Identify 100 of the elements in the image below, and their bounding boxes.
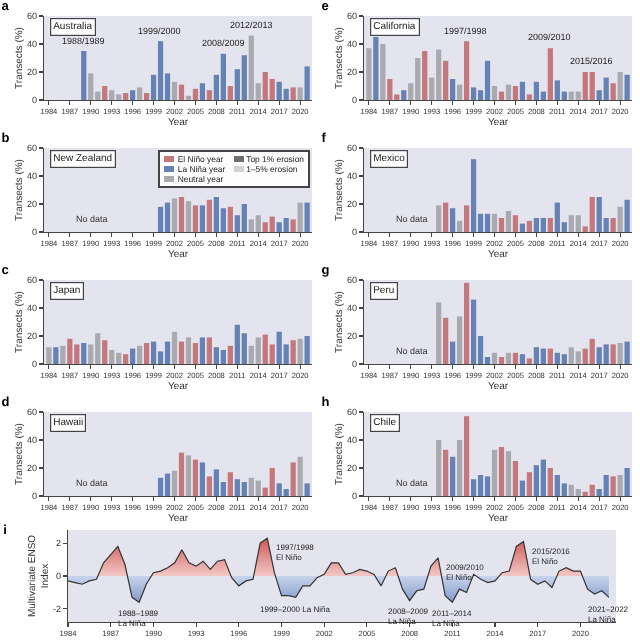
bar	[227, 86, 233, 100]
bar	[171, 198, 178, 232]
bar	[137, 87, 143, 100]
bar	[505, 211, 512, 232]
bar	[463, 205, 470, 232]
bar	[582, 72, 588, 100]
bar	[624, 199, 630, 232]
bar	[450, 341, 456, 364]
bar	[241, 333, 247, 364]
bar	[255, 480, 261, 496]
bar	[512, 86, 519, 100]
bar	[603, 344, 609, 364]
bar	[533, 465, 539, 496]
bar	[46, 347, 52, 364]
bar	[276, 222, 282, 232]
bar	[171, 470, 178, 496]
bar	[589, 197, 595, 232]
bar	[526, 472, 533, 496]
bar	[373, 37, 379, 100]
bar	[304, 483, 310, 496]
bar	[60, 345, 66, 364]
bar	[81, 343, 87, 364]
bar	[575, 489, 581, 496]
bar	[617, 343, 623, 364]
bar	[624, 74, 630, 100]
bar	[276, 483, 282, 496]
bar	[596, 197, 602, 232]
bar	[498, 91, 505, 100]
bar	[241, 204, 247, 232]
bar	[457, 220, 463, 232]
bar	[220, 53, 226, 100]
bar	[109, 90, 115, 100]
bar	[206, 90, 213, 100]
bar	[617, 475, 623, 496]
bar	[241, 482, 247, 496]
bar	[213, 347, 219, 364]
bar	[276, 81, 282, 100]
bar	[568, 91, 574, 100]
bar	[589, 484, 595, 496]
bar	[123, 354, 129, 364]
bar	[443, 60, 449, 100]
bar	[206, 199, 213, 232]
bar	[554, 352, 560, 364]
bar	[157, 206, 164, 232]
bar	[199, 337, 206, 364]
bar	[540, 348, 546, 364]
bar	[526, 358, 533, 364]
bar	[554, 475, 560, 496]
bar	[443, 202, 449, 232]
bar	[491, 213, 498, 232]
bar	[178, 341, 185, 364]
bar	[290, 219, 296, 232]
bar	[164, 341, 171, 364]
bar	[53, 347, 59, 364]
bar	[589, 338, 595, 364]
bar	[457, 440, 463, 496]
bar	[498, 218, 505, 232]
bar	[484, 213, 491, 232]
bar	[575, 351, 581, 364]
bar	[512, 215, 519, 232]
bar	[248, 477, 254, 496]
bar	[199, 205, 206, 232]
bar	[603, 475, 609, 496]
bar	[248, 219, 254, 232]
bar	[519, 223, 526, 232]
bar	[88, 73, 94, 100]
bar	[470, 159, 477, 232]
bar	[206, 337, 213, 364]
bar	[589, 72, 595, 100]
bar	[575, 91, 581, 100]
bar	[95, 333, 101, 364]
bar	[519, 480, 526, 496]
bar	[164, 202, 171, 232]
bar	[443, 317, 449, 364]
bar	[463, 41, 470, 100]
bar	[255, 215, 261, 232]
bar	[304, 66, 310, 100]
bar	[415, 58, 421, 100]
bar	[463, 416, 470, 496]
bar	[164, 473, 171, 496]
bar	[596, 347, 602, 364]
bar	[234, 479, 240, 496]
bar	[575, 215, 581, 232]
bar	[624, 341, 630, 364]
bar	[234, 324, 240, 364]
bar	[450, 79, 456, 100]
bar	[171, 331, 178, 364]
bar	[283, 88, 289, 100]
bar	[255, 337, 261, 364]
bar	[143, 343, 150, 364]
bar	[157, 41, 164, 100]
bar	[213, 197, 219, 232]
bar	[297, 456, 303, 496]
bar	[470, 299, 477, 364]
bar	[526, 94, 533, 100]
bar	[533, 218, 539, 232]
bar	[512, 352, 519, 364]
bar	[297, 338, 303, 364]
bar	[192, 205, 199, 232]
bar	[470, 87, 477, 100]
